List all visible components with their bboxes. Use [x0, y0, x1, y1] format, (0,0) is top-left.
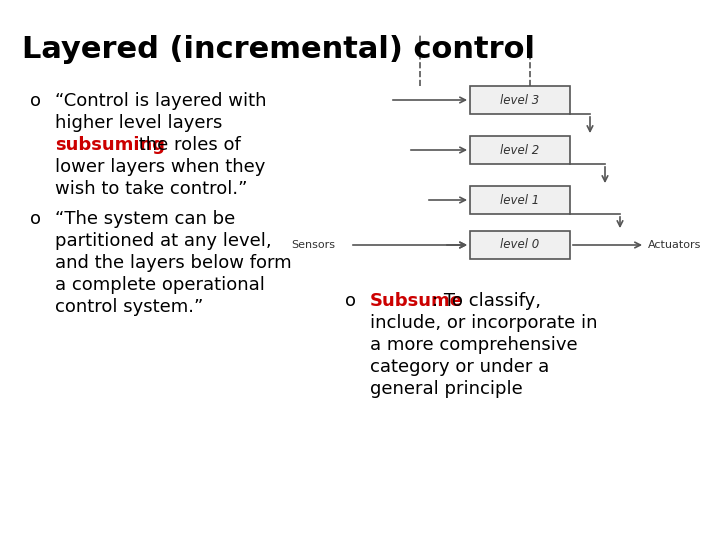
Text: “The system can be: “The system can be — [55, 210, 235, 228]
Text: Layered (incremental) control: Layered (incremental) control — [22, 35, 535, 64]
FancyBboxPatch shape — [470, 86, 570, 114]
Text: subsuming: subsuming — [55, 136, 165, 154]
Text: control system.”: control system.” — [55, 298, 203, 316]
Text: level 2: level 2 — [500, 144, 539, 157]
Text: include, or incorporate in: include, or incorporate in — [370, 314, 598, 332]
Text: wish to take control.”: wish to take control.” — [55, 180, 248, 198]
Text: level 1: level 1 — [500, 193, 539, 206]
Text: : To classify,: : To classify, — [432, 292, 541, 310]
Text: general principle: general principle — [370, 380, 523, 398]
Text: level 3: level 3 — [500, 93, 539, 106]
Text: Sensors: Sensors — [291, 240, 335, 250]
Text: o: o — [30, 210, 41, 228]
Text: higher level layers: higher level layers — [55, 114, 222, 132]
Text: the roles of: the roles of — [133, 136, 240, 154]
FancyBboxPatch shape — [470, 231, 570, 259]
Text: o: o — [30, 92, 41, 110]
Text: lower layers when they: lower layers when they — [55, 158, 266, 176]
Text: a more comprehensive: a more comprehensive — [370, 336, 577, 354]
Text: Actuators: Actuators — [648, 240, 701, 250]
Text: level 0: level 0 — [500, 239, 539, 252]
Text: Subsume: Subsume — [370, 292, 463, 310]
FancyBboxPatch shape — [470, 136, 570, 164]
Text: “Control is layered with: “Control is layered with — [55, 92, 266, 110]
FancyBboxPatch shape — [470, 186, 570, 214]
Text: o: o — [345, 292, 356, 310]
Text: a complete operational: a complete operational — [55, 276, 265, 294]
Text: category or under a: category or under a — [370, 358, 549, 376]
Text: partitioned at any level,: partitioned at any level, — [55, 232, 271, 250]
Text: and the layers below form: and the layers below form — [55, 254, 292, 272]
